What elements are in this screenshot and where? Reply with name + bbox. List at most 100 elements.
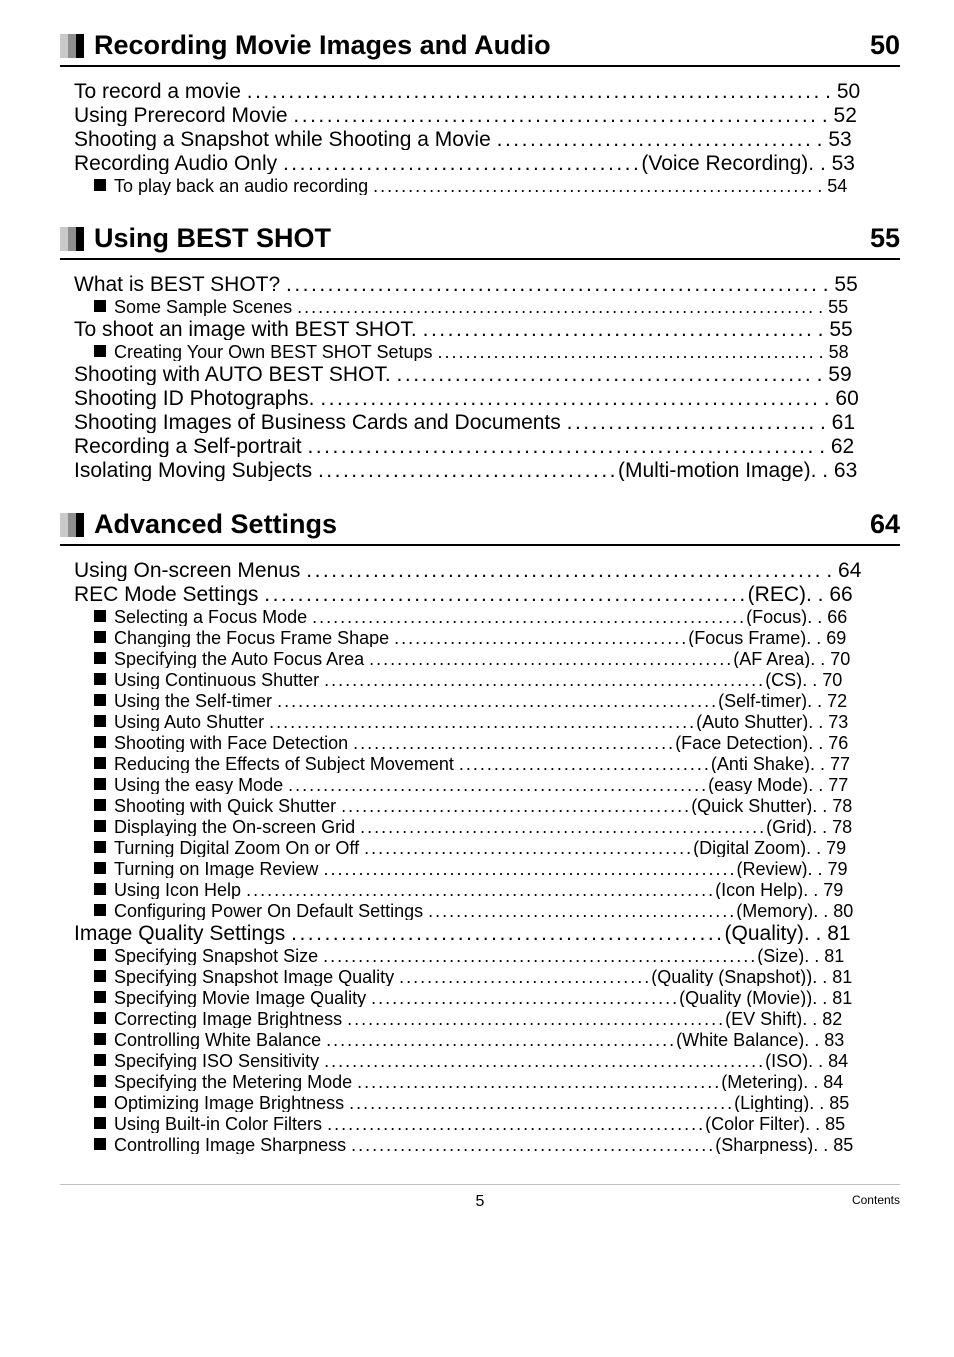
toc-row[interactable]: Specifying Snapshot Image Quality ......… (74, 968, 900, 986)
toc-row[interactable]: Reducing the Effects of Subject Movement… (74, 755, 900, 773)
toc-row[interactable]: Controlling Image Sharpness ............… (74, 1136, 900, 1154)
bullet-icon (94, 799, 106, 811)
toc-tag: (easy Mode) (708, 776, 808, 794)
toc-row[interactable]: Selecting a Focus Mode .................… (74, 608, 900, 626)
toc-page: . . 61 (808, 412, 855, 433)
toc-title: Changing the Focus Frame Shape (114, 629, 394, 647)
toc-leader-dots: .................................... (399, 968, 651, 986)
toc-row[interactable]: What is BEST SHOT? .....................… (74, 274, 900, 295)
toc-title: REC Mode Settings (74, 584, 264, 605)
toc-tag: (Metering) (721, 1073, 803, 1091)
toc-page: . . 66 (807, 608, 847, 626)
toc-page: . . 79 (806, 839, 846, 857)
toc-title: Shooting a Snapshot while Shooting a Mov… (74, 129, 497, 150)
toc-tag: (Grid) (766, 818, 812, 836)
toc-row[interactable]: Specifying Movie Image Quality .........… (74, 989, 900, 1007)
toc-page: . . 62 (808, 436, 855, 457)
toc-row[interactable]: Specifying ISO Sensitivity .............… (74, 1052, 900, 1070)
toc-tag: (Color Filter) (705, 1115, 805, 1133)
toc-row[interactable]: Turning Digital Zoom On or Off .........… (74, 839, 900, 857)
toc-title: Shooting with Quick Shutter (114, 797, 341, 815)
toc-row[interactable]: Using Built-in Color Filters ...........… (74, 1115, 900, 1133)
toc-title: To record a movie (74, 81, 247, 102)
bullet-icon (94, 1012, 106, 1024)
toc-row[interactable]: Shooting with Face Detection ...........… (74, 734, 900, 752)
toc-row[interactable]: Shooting Images of Business Cards and Do… (74, 412, 900, 433)
toc-row[interactable]: Recording Audio Only ...................… (74, 153, 900, 174)
toc-page: . . 73 (808, 713, 848, 731)
toc-leader-dots: ........................................… (324, 1052, 765, 1070)
toc-row[interactable]: Using the Self-timer ...................… (74, 692, 900, 710)
toc-row[interactable]: Configuring Power On Default Settings ..… (74, 902, 900, 920)
toc-row[interactable]: Using Prerecord Movie ..................… (74, 105, 900, 126)
toc-row[interactable]: To record a movie ......................… (74, 81, 900, 102)
toc-row[interactable]: Using Continuous Shutter ...............… (74, 671, 900, 689)
toc-title: Shooting with AUTO BEST SHOT. (74, 364, 397, 385)
toc-row[interactable]: Creating Your Own BEST SHOT Setups .....… (74, 343, 900, 361)
section-title: Advanced Settings (94, 509, 870, 540)
toc-page: . . 52 (810, 105, 857, 126)
toc-title: Image Quality Settings (74, 923, 291, 944)
toc-page: . . 69 (806, 629, 846, 647)
toc-row[interactable]: Optimizing Image Brightness ............… (74, 1094, 900, 1112)
bullet-icon (94, 1117, 106, 1129)
toc-leader-dots: ........................................… (306, 560, 814, 581)
toc-page: . . 77 (808, 776, 848, 794)
toc-row[interactable]: Shooting with Quick Shutter ............… (74, 797, 900, 815)
toc-tag: (Quality) (725, 923, 804, 944)
toc-row[interactable]: Correcting Image Brightness ............… (74, 1010, 900, 1028)
toc-row[interactable]: Using Auto Shutter .....................… (74, 713, 900, 731)
section-title: Recording Movie Images and Audio (94, 30, 870, 61)
toc-row[interactable]: Using Icon Help ........................… (74, 881, 900, 899)
toc-row[interactable]: Specifying Snapshot Size ...............… (74, 947, 900, 965)
toc-title: Using Built-in Color Filters (114, 1115, 327, 1133)
toc-row[interactable]: Shooting with AUTO BEST SHOT. ..........… (74, 364, 900, 385)
toc-title: Specifying ISO Sensitivity (114, 1052, 324, 1070)
toc-row[interactable]: REC Mode Settings ......................… (74, 584, 900, 605)
toc-leader-dots: ........................................… (324, 671, 765, 689)
toc-title: Recording Audio Only (74, 153, 283, 174)
toc-row[interactable]: Specifying the Auto Focus Area .........… (74, 650, 900, 668)
section-title: Using BEST SHOT (94, 223, 870, 254)
bullet-icon (94, 652, 106, 664)
toc-page: . . 70 (802, 671, 842, 689)
toc-leader-dots: ........................................… (353, 734, 675, 752)
toc-row[interactable]: Shooting ID Photographs. ...............… (74, 388, 900, 409)
toc-row[interactable]: Isolating Moving Subjects ..............… (74, 460, 900, 481)
toc-row[interactable]: Some Sample Scenes .....................… (74, 298, 900, 316)
header-marker-icon (60, 227, 84, 251)
toc-row[interactable]: Controlling White Balance ..............… (74, 1031, 900, 1049)
toc-leader-dots: ........................................… (341, 797, 691, 815)
toc-row[interactable]: Specifying the Metering Mode ...........… (74, 1073, 900, 1091)
toc-leader-dots: ........................................… (364, 839, 693, 857)
toc-leader-dots: ..................................... (497, 129, 805, 150)
toc-tag: (Digital Zoom) (693, 839, 806, 857)
toc-leader-dots: ........................................… (438, 343, 809, 361)
toc-row[interactable]: Changing the Focus Frame Shape .........… (74, 629, 900, 647)
toc-leader-dots: ........................................… (247, 81, 814, 102)
toc-row[interactable]: Image Quality Settings .................… (74, 923, 900, 944)
toc-title: Specifying Snapshot Image Quality (114, 968, 399, 986)
toc-row[interactable]: Using the easy Mode ....................… (74, 776, 900, 794)
toc-leader-dots: ........................................… (428, 902, 736, 920)
bullet-icon (94, 904, 106, 916)
toc-entries: Using On-screen Menus ..................… (60, 560, 900, 1154)
toc-row[interactable]: Displaying the On-screen Grid ..........… (74, 818, 900, 836)
toc-tag: (Size) (757, 947, 804, 965)
toc-title: Isolating Moving Subjects (74, 460, 318, 481)
toc-row[interactable]: To shoot an image with BEST SHOT. ......… (74, 319, 900, 340)
toc-row[interactable]: Turning on Image Review ................… (74, 860, 900, 878)
toc-row[interactable]: Shooting a Snapshot while Shooting a Mov… (74, 129, 900, 150)
toc-title: Creating Your Own BEST SHOT Setups (114, 343, 438, 361)
section-header: Using BEST SHOT55 (60, 223, 900, 260)
toc-row[interactable]: Recording a Self-portrait ..............… (74, 436, 900, 457)
toc-row[interactable]: To play back an audio recording ........… (74, 177, 900, 195)
toc-page: . . 70 (810, 650, 850, 668)
bullet-icon (94, 757, 106, 769)
toc-title: Optimizing Image Brightness (114, 1094, 349, 1112)
toc-row[interactable]: Using On-screen Menus ..................… (74, 560, 900, 581)
toc-tag: (Anti Shake) (711, 755, 810, 773)
toc-title: To shoot an image with BEST SHOT. (74, 319, 423, 340)
toc-leader-dots: ........................................… (264, 584, 747, 605)
bullet-icon (94, 1075, 106, 1087)
